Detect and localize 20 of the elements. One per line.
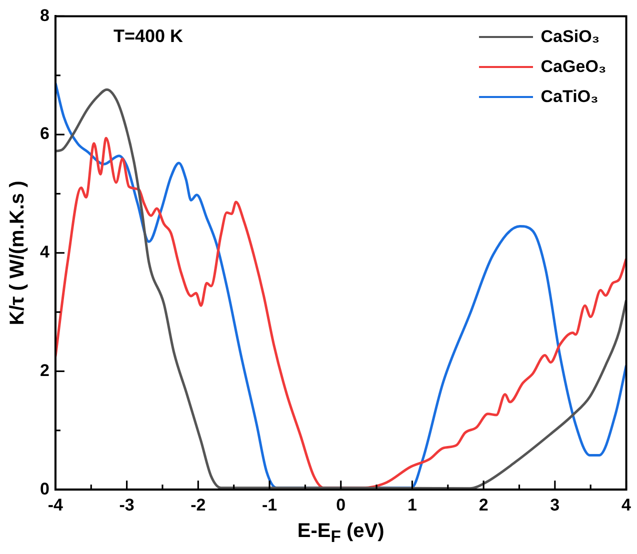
legend-label: CaGeO₃	[540, 57, 606, 78]
annotation: T=400 K	[113, 26, 183, 48]
legend-label: CaSiO₃	[540, 27, 600, 48]
x-tick-label: 4	[622, 495, 632, 514]
y-tick-label: 0	[40, 479, 50, 498]
y-axis-title: K/τ ( W/(m.K.s )	[6, 180, 30, 326]
x-tick-label: 2	[478, 495, 488, 514]
legend-label: CaTiO₃	[540, 87, 598, 108]
x-tick-label: -1	[262, 495, 278, 514]
y-tick-label: 6	[40, 124, 50, 144]
y-tick-label: 2	[40, 360, 50, 380]
x-axis-title: E-E$_{F}$ (eV)	[297, 520, 384, 547]
x-tick-label: 0	[336, 495, 346, 514]
y-tick-label: 8	[40, 6, 50, 25]
x-tick-label: 3	[550, 495, 560, 514]
x-tick-label: 1	[407, 495, 417, 514]
x-tick-label: -3	[119, 495, 134, 514]
y-tick-label: 4	[40, 242, 50, 262]
x-tick-label: -4	[48, 495, 64, 514]
x-tick-label: -2	[190, 495, 206, 514]
